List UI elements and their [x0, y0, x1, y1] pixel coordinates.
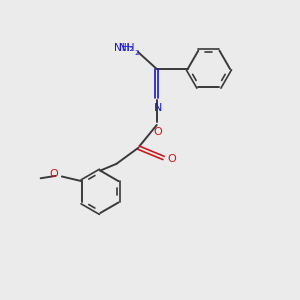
Text: NH₂: NH₂ [115, 44, 134, 53]
Text: O: O [167, 154, 176, 164]
Text: 2: 2 [134, 50, 139, 56]
Text: NH: NH [118, 44, 134, 53]
Text: O: O [50, 169, 58, 179]
Text: O: O [154, 127, 163, 137]
Text: N: N [154, 103, 162, 112]
